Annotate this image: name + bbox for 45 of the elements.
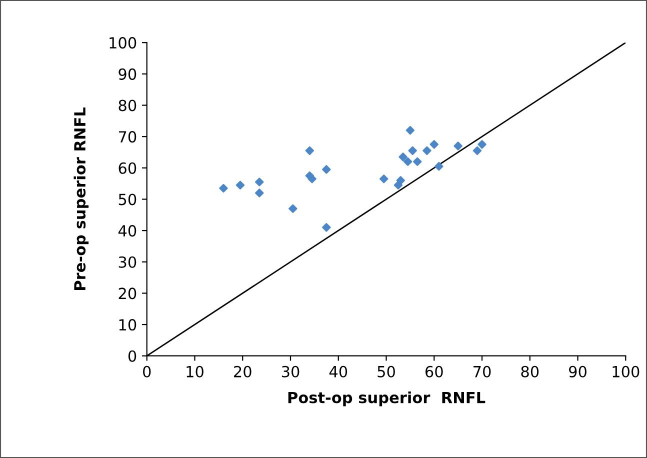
- point: [398, 152, 408, 162]
- point: [379, 174, 388, 184]
- point: [413, 157, 422, 166]
- x-tick-label: 40: [329, 366, 348, 378]
- point: [396, 176, 405, 185]
- point: [288, 204, 298, 213]
- point: [434, 162, 444, 171]
- x-tick-label: 50: [378, 366, 395, 378]
- y-tick-label: 10: [119, 319, 136, 331]
- point: [322, 223, 331, 232]
- point: [406, 126, 415, 135]
- point: [472, 146, 482, 156]
- point: [255, 178, 264, 186]
- point: [322, 165, 331, 174]
- x-tick-label: 0: [143, 366, 151, 378]
- y-tick-label: 60: [118, 162, 136, 174]
- y-tick-label: 50: [118, 194, 136, 206]
- y-tick-label: 40: [118, 225, 136, 237]
- point: [430, 140, 439, 149]
- y-tick-label: 30: [118, 256, 136, 268]
- x-tick-label: 30: [282, 366, 300, 378]
- y-axis-title: Pre-op superior RNFL: [74, 108, 89, 290]
- y-tick-label: 0: [128, 350, 136, 362]
- y-tick-label: 70: [118, 131, 136, 143]
- point: [305, 146, 314, 156]
- y-tick-label: 90: [118, 68, 136, 80]
- x-tick-label: 100: [612, 366, 640, 378]
- y-tick-label: 80: [118, 100, 136, 112]
- point: [219, 184, 228, 193]
- x-tick-label: 20: [234, 366, 252, 378]
- x-tick-label: 90: [569, 366, 586, 378]
- point: [422, 146, 432, 156]
- point: [408, 146, 417, 156]
- x-tick-label: 70: [474, 366, 491, 378]
- y-tick-label: 20: [118, 288, 136, 300]
- x-tick-label: 80: [521, 366, 539, 378]
- x-tick-label: 10: [186, 366, 204, 378]
- x-tick-label: 60: [425, 366, 443, 378]
- x-axis-title: Post-op superior RNFL: [288, 391, 486, 406]
- y-tick-label: 100: [110, 37, 136, 49]
- point: [478, 140, 486, 149]
- point: [454, 142, 462, 150]
- point: [403, 157, 412, 166]
- point: [236, 180, 245, 190]
- point: [255, 188, 264, 198]
